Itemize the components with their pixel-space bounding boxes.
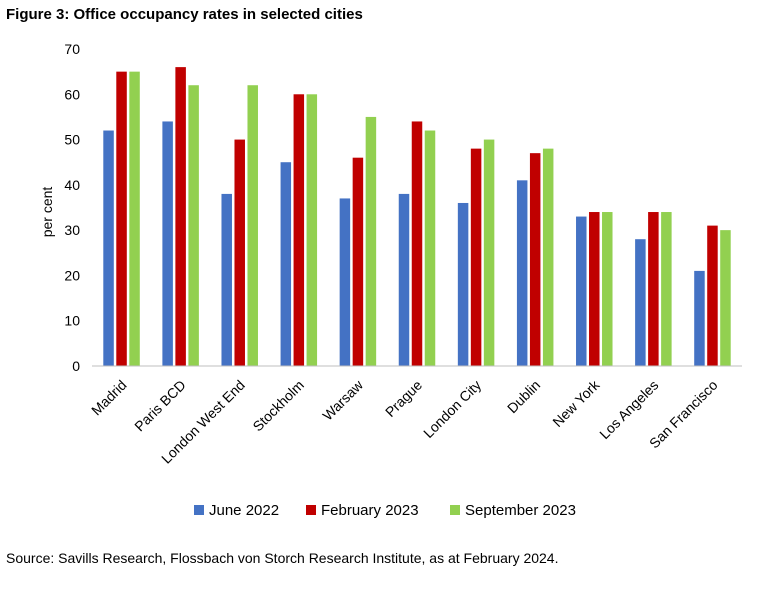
legend-swatch [194, 505, 204, 515]
legend-label: June 2022 [209, 502, 279, 519]
bar-chart: per cent 0 10 20 30 40 50 60 70 Madrid Paris BCD… [39, 41, 742, 519]
bar-september-2023-los-angeles [661, 212, 672, 366]
y-axis-label: per cent [39, 187, 55, 238]
bar-june-2022-dublin [516, 180, 528, 366]
x-tick-label: Paris BCD [131, 377, 189, 435]
bar-february-2023-stockholm [293, 94, 305, 367]
y-tick-label: 0 [72, 358, 80, 374]
x-tick-label: Stockholm [249, 377, 307, 435]
y-tick-label: 70 [64, 41, 80, 57]
bar-september-2023-new-york [602, 212, 613, 366]
bar-february-2023-paris-bcd [175, 67, 186, 366]
y-tick-label: 50 [64, 132, 80, 148]
bar-june-2022-stockholm [280, 162, 292, 366]
bar-september-2023-paris-bcd [188, 85, 199, 366]
bar-february-2023-los-angeles [648, 212, 659, 366]
y-tick-label: 60 [64, 86, 80, 102]
y-axis-ticks: 0 10 20 30 40 50 60 70 [64, 41, 80, 374]
bar-june-2022-new-york [576, 216, 587, 366]
bar-september-2023-london-west-end [247, 85, 258, 366]
bar-june-2022-london-city [457, 202, 469, 366]
bar-september-2023-london-city [483, 139, 495, 366]
y-tick-label: 20 [64, 267, 80, 283]
bar-february-2023-san-francisco [707, 225, 718, 366]
bar-february-2023-prague [411, 121, 423, 366]
legend: June 2022 February 2023 September 2023 [194, 502, 576, 519]
legend-label: September 2023 [465, 502, 576, 519]
bar-june-2022-prague [398, 193, 410, 366]
x-tick-label: Los Angeles [596, 377, 661, 442]
source-note: Source: Savills Research, Flossbach von … [6, 550, 559, 566]
bar-june-2022-los-angeles [635, 239, 646, 366]
bar-june-2022-san-francisco [694, 270, 705, 366]
bar-february-2023-london-west-end [234, 139, 245, 366]
bar-september-2023-prague [424, 130, 436, 366]
bars [103, 67, 731, 367]
bar-february-2023-new-york [589, 212, 600, 366]
bar-september-2023-san-francisco [720, 230, 731, 366]
x-tick-label: Warsaw [319, 376, 366, 423]
bar-september-2023-warsaw [365, 116, 377, 366]
bar-february-2023-madrid [116, 71, 127, 367]
y-tick-label: 10 [64, 313, 80, 329]
legend-swatch [450, 505, 460, 515]
bar-june-2022-warsaw [339, 198, 351, 366]
bar-february-2023-dublin [529, 153, 541, 366]
bar-september-2023-madrid [129, 71, 140, 367]
y-tick-label: 40 [64, 177, 80, 193]
bar-september-2023-stockholm [306, 94, 318, 367]
legend-label: February 2023 [321, 502, 419, 519]
x-tick-label: New York [549, 376, 603, 430]
x-tick-label: Dublin [504, 377, 543, 416]
chart-title: Figure 3: Office occupancy rates in sele… [6, 6, 363, 23]
x-tick-label: London City [420, 377, 484, 441]
bar-september-2023-dublin [542, 148, 554, 366]
bar-june-2022-london-west-end [221, 193, 232, 366]
x-tick-label: Madrid [88, 377, 130, 419]
legend-swatch [306, 505, 316, 515]
bar-june-2022-paris-bcd [162, 121, 173, 366]
bar-february-2023-warsaw [352, 157, 364, 366]
y-tick-label: 30 [64, 222, 80, 238]
bar-june-2022-madrid [103, 130, 114, 366]
bar-february-2023-london-city [470, 148, 482, 366]
x-tick-label: Prague [382, 377, 425, 420]
